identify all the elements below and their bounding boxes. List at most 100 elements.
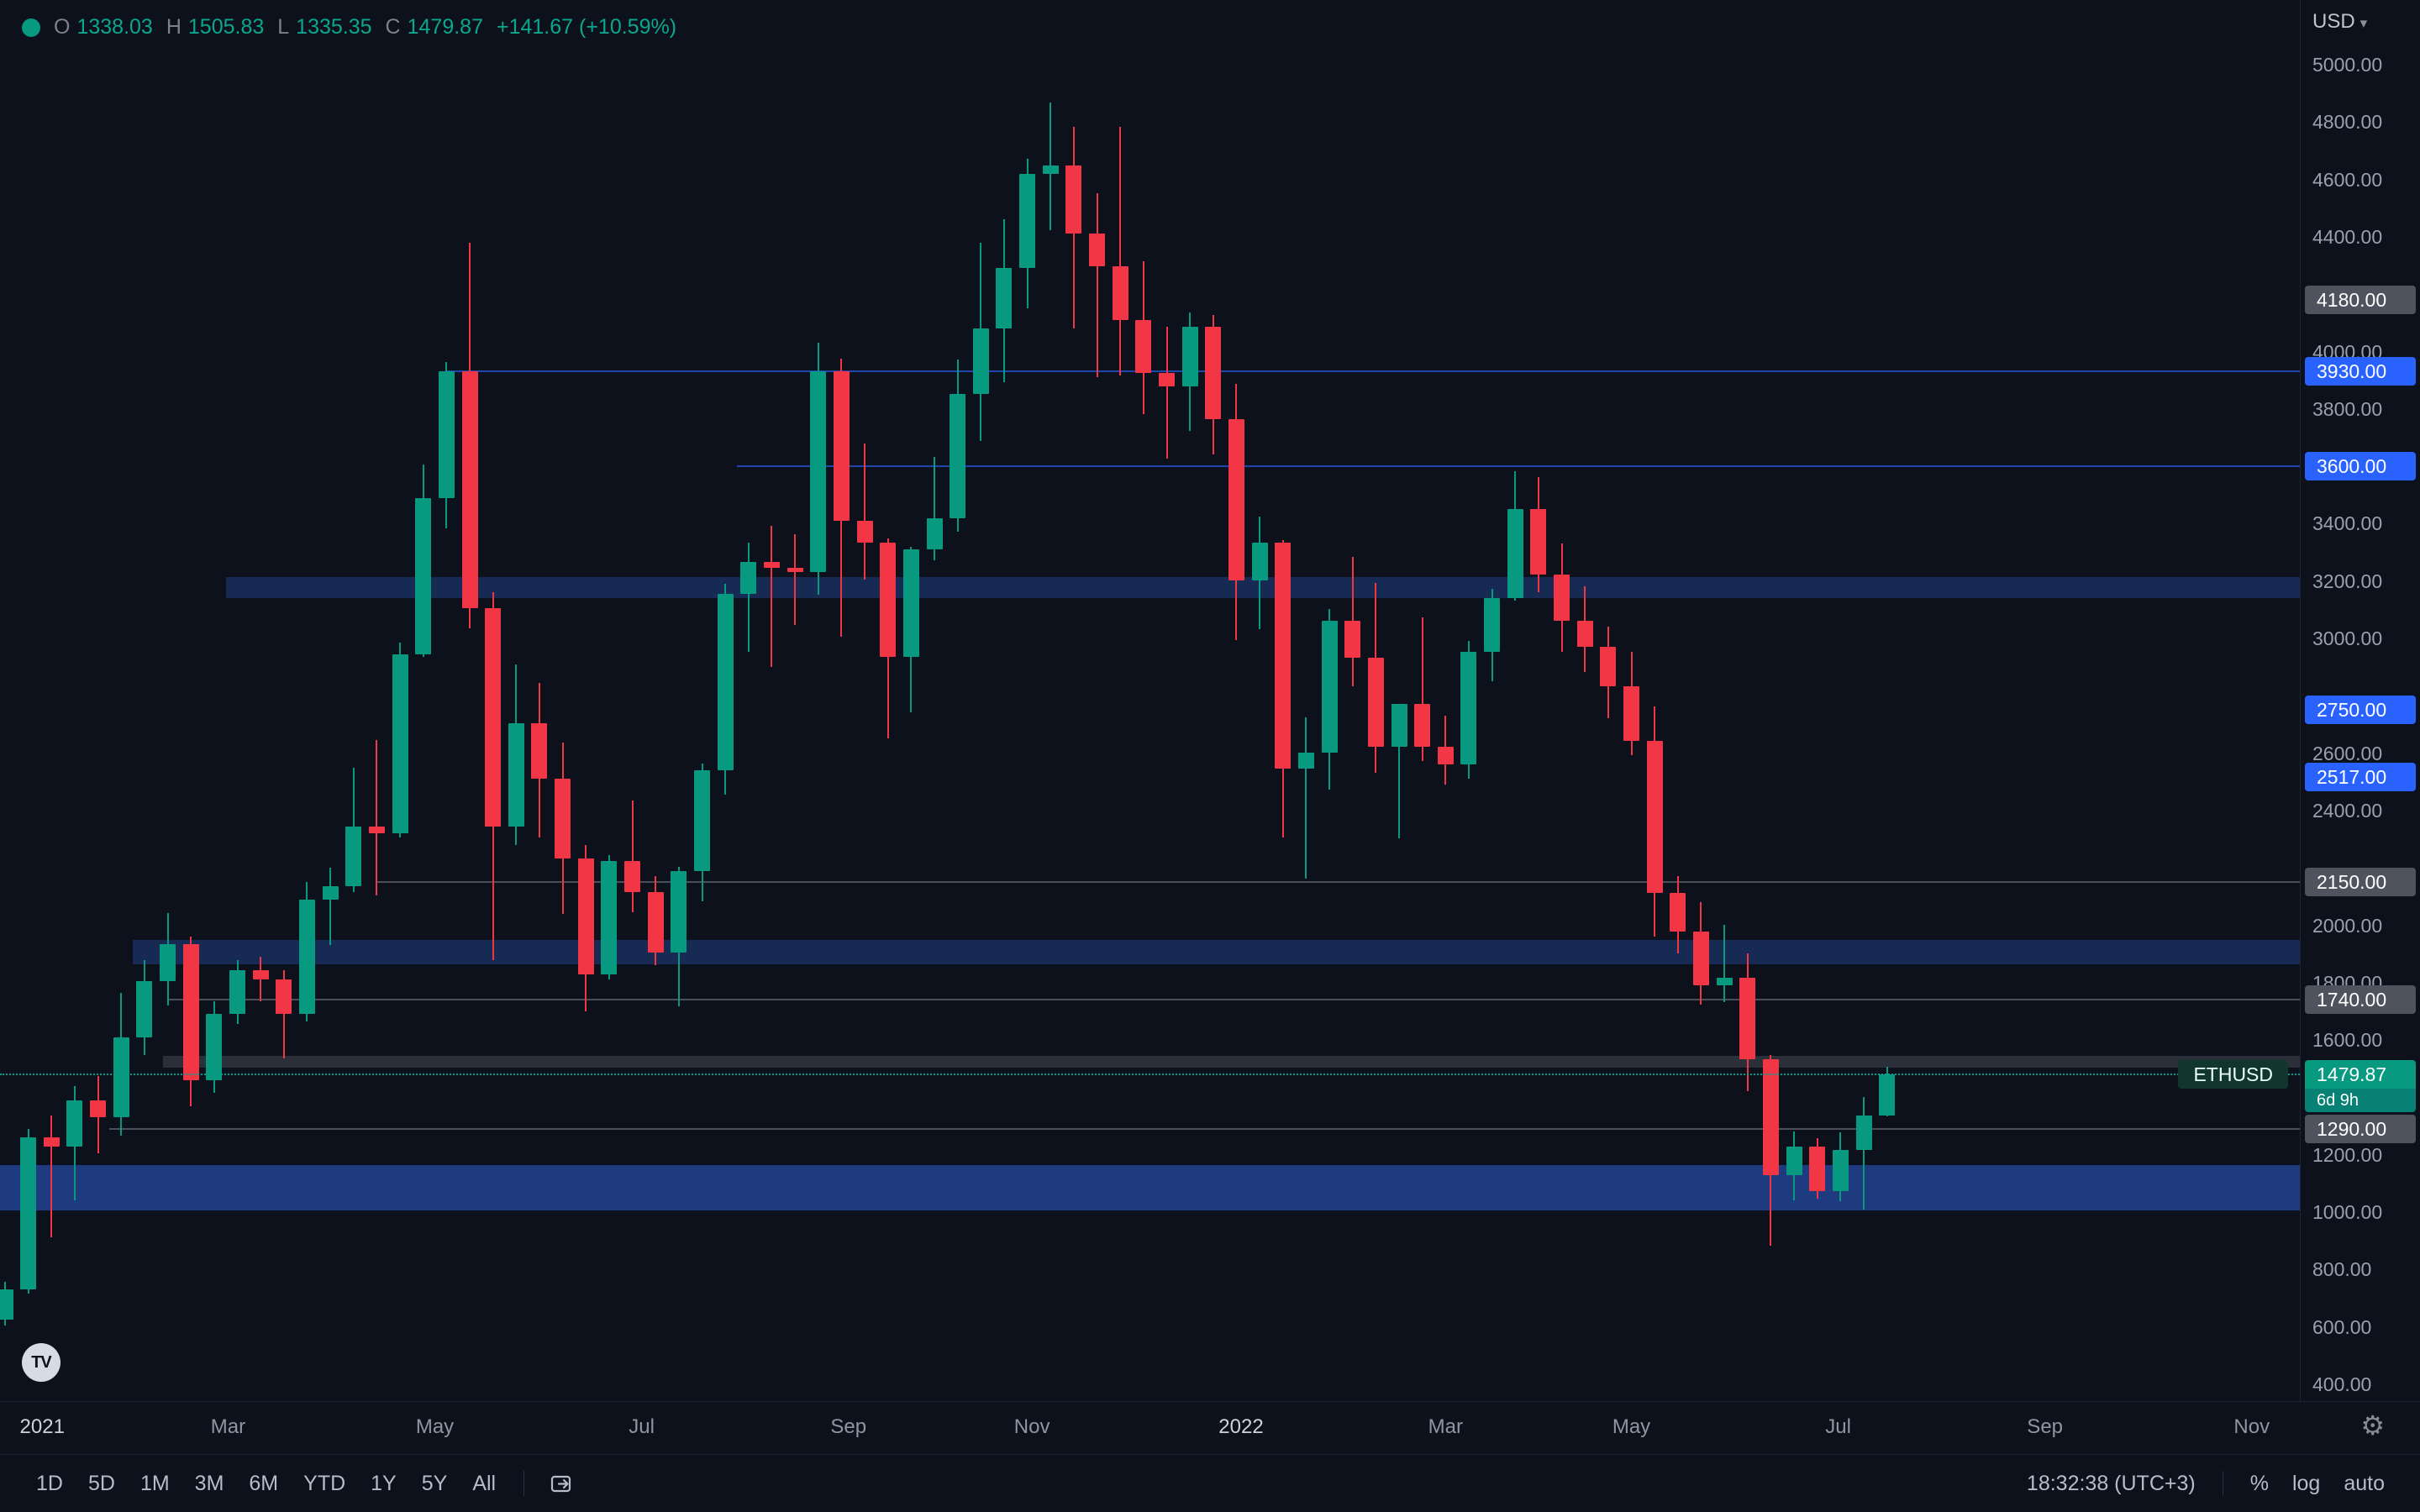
range-button-1m[interactable]: 1M [128,1465,182,1503]
time-axis-label: Sep [830,1415,867,1438]
candle [902,549,919,658]
price-tick-label: 600.00 [2312,1315,2372,1338]
tradingview-logo[interactable]: TV [22,1343,60,1382]
candle [1762,1059,1779,1176]
candle [1344,620,1361,659]
time-axis[interactable]: ⚙ 2021 Mar May Jul Sep Nov 2022 Mar May Jul Sep Nov [0,1401,2420,1454]
sr-zone [0,1164,2300,1211]
range-button-ytd[interactable]: YTD [291,1465,358,1503]
candle [1809,1147,1826,1192]
range-button-3m[interactable]: 3M [182,1465,237,1503]
candle-wick [1398,703,1400,839]
candle [1391,703,1407,748]
candle-wick [1119,127,1122,375]
candle [856,521,873,543]
time-axis-label: Mar [210,1415,246,1438]
ohlc-change-value: +141.67 (+10.59%) [496,15,677,39]
candle [182,943,199,1080]
time-axis-label: Nov [2233,1415,2270,1438]
candle [1786,1147,1802,1176]
current-price-label[interactable]: 1479.87 [2305,1060,2416,1089]
price-level-line [446,370,2300,373]
candle-wick [1096,193,1098,377]
gear-icon[interactable]: ⚙ [2360,1410,2385,1441]
ohlc-high-label: H [166,15,182,39]
candle [438,371,455,498]
candle [926,518,943,550]
currency-selector[interactable]: USD ▾ [2312,10,2367,34]
auto-scale-button[interactable]: auto [2344,1471,2385,1495]
price-level-label[interactable]: 1740.00 [2305,985,2416,1015]
range-button-all[interactable]: All [460,1465,508,1503]
candle [1600,646,1617,687]
candle [577,858,594,974]
candle [90,1100,107,1118]
candle [1437,747,1454,764]
candle [1716,977,1733,985]
price-axis[interactable]: USD ▾ 4180.00 3930.00 3600.00 2750.00 2517.00… [2300,0,2420,1401]
price-level-label[interactable]: 3930.00 [2305,357,2416,386]
sr-zone [163,1055,2300,1068]
price-tick-label: 1200.00 [2312,1143,2383,1166]
candle [461,371,478,609]
candle [1042,165,1059,175]
candle-wick [50,1115,53,1238]
candle [508,722,524,827]
time-axis-label: Mar [1428,1415,1463,1438]
candle [1530,508,1547,575]
time-axis-label: Jul [629,1415,655,1438]
plot-area[interactable]: ETHUSD [0,0,2300,1401]
candle [368,826,385,834]
candle [1135,319,1152,374]
price-tick-label: 1000.00 [2312,1201,2383,1224]
candle [833,371,850,521]
price-level-label[interactable]: 2517.00 [2305,762,2416,791]
candle [252,969,269,980]
range-button-1d[interactable]: 1D [24,1465,76,1503]
candle-wick [1723,924,1726,1003]
candle [972,328,989,395]
currency-label: USD [2312,10,2355,33]
price-tick-label: 2000.00 [2312,914,2383,937]
price-level-label[interactable]: 3600.00 [2305,452,2416,481]
candle [763,561,780,569]
candle [113,1037,129,1118]
candle-wick [1863,1096,1865,1210]
candle [1159,373,1175,387]
candle [624,860,641,893]
candle [1739,977,1756,1060]
price-level-label[interactable]: 2150.00 [2305,868,2416,897]
candle [601,860,618,974]
clock[interactable]: 18:32:38 (UTC+3) [2026,1471,2196,1495]
range-button-5y[interactable]: 5Y [409,1465,460,1503]
candle [276,979,292,1015]
range-button-5d[interactable]: 5D [76,1465,128,1503]
range-button-6m[interactable]: 6M [236,1465,291,1503]
candle [1554,575,1570,621]
ohlc-open-label: O [54,15,71,39]
price-level-label[interactable]: 1290.00 [2305,1115,2416,1144]
log-scale-button[interactable]: log [2291,1471,2321,1495]
candle-wick [934,457,935,561]
candle-wick [1421,617,1423,762]
sr-zone [133,939,2300,964]
candle-wick [794,534,797,625]
range-button-1y[interactable]: 1Y [358,1465,409,1503]
current-price-line [0,1074,2300,1076]
candle [1367,658,1384,748]
symbol-price-tag[interactable]: ETHUSD [2178,1060,2288,1089]
price-tick-label: 3400.00 [2312,512,2383,535]
go-to-date-button[interactable] [539,1466,585,1501]
price-tick-label: 1600.00 [2312,1029,2383,1052]
time-axis-label: Jul [1825,1415,1851,1438]
chevron-down-icon: ▾ [2360,15,2368,31]
price-level-label[interactable]: 2750.00 [2305,696,2416,725]
candle [1460,652,1477,764]
percent-scale-button[interactable]: % [2249,1471,2269,1495]
candle [415,497,432,654]
candle [786,568,803,573]
candle [66,1100,83,1147]
price-level-line [167,999,2300,1001]
price-level-label[interactable]: 4180.00 [2305,286,2416,315]
candle [1275,542,1292,769]
